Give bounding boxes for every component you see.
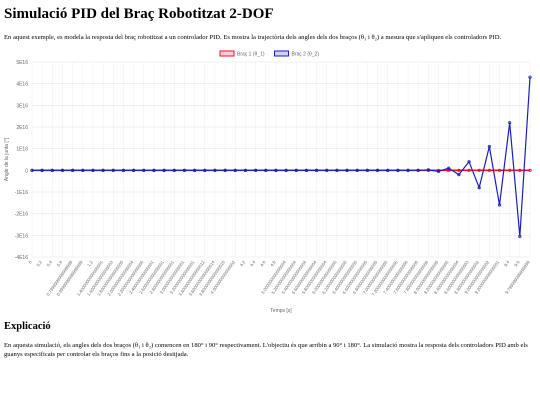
x-tick-label: 0.2 xyxy=(35,259,43,267)
data-point xyxy=(81,168,85,172)
intro-text: En aquest exemple, es modela la resposta… xyxy=(4,34,502,41)
data-point xyxy=(172,168,176,172)
series-line xyxy=(32,77,531,237)
data-point xyxy=(274,168,278,172)
data-point xyxy=(355,168,359,172)
data-point xyxy=(436,169,441,174)
data-point xyxy=(487,144,491,149)
y-tick-label: 0 xyxy=(25,168,28,174)
y-tick-label: -4E16 xyxy=(15,255,29,261)
data-point xyxy=(508,121,512,125)
data-point xyxy=(193,168,197,172)
data-point xyxy=(447,166,451,170)
data-point xyxy=(508,168,512,172)
x-tick-label: 9.6 xyxy=(513,259,521,267)
x-tick-label: 4.2 xyxy=(239,259,247,267)
data-point xyxy=(528,75,532,79)
chart: -4E16 -3E16 -2E16 -1E16 0 1E16 2E16 3E16 4E16 5E1… xyxy=(4,50,532,314)
x-tick-label: 9.4 xyxy=(503,259,511,267)
data-point xyxy=(71,168,75,172)
data-point xyxy=(142,168,146,172)
legend-label: Braç 1 (θ_1) xyxy=(237,52,265,58)
data-point xyxy=(213,168,217,172)
data-point xyxy=(335,168,339,172)
data-point xyxy=(457,168,461,172)
legend-label: Braç 2 (θ_2) xyxy=(292,52,320,58)
data-point xyxy=(243,168,248,172)
data-point xyxy=(386,168,390,172)
y-tick-label: -1E16 xyxy=(15,190,29,196)
y-tick-label: 5E16 xyxy=(16,60,28,66)
data-point xyxy=(40,168,44,172)
y-tick-label: -2E16 xyxy=(15,212,29,218)
data-point xyxy=(447,168,451,172)
data-point xyxy=(203,168,207,172)
legend-swatch xyxy=(219,50,235,57)
data-point xyxy=(406,168,410,172)
data-point xyxy=(132,168,136,172)
data-point xyxy=(497,168,502,172)
legend-swatch xyxy=(274,50,290,57)
x-tick-label: 0.4 xyxy=(46,259,54,267)
x-tick-label: 0.6 xyxy=(56,259,64,267)
data-point xyxy=(182,168,187,172)
data-point xyxy=(528,168,532,172)
data-point xyxy=(304,168,309,172)
x-axis-title: Temps [s] xyxy=(270,308,292,314)
section-title: Explicació xyxy=(4,321,51,332)
data-point xyxy=(294,168,298,172)
page-title: Simulació PID del Braç Robotitzat 2-DOF xyxy=(4,6,274,22)
y-tick-label: 4E16 xyxy=(16,82,28,88)
data-point xyxy=(426,168,430,172)
data-point xyxy=(253,168,258,172)
data-point xyxy=(50,168,54,172)
x-tick-label: 1.2 xyxy=(86,259,94,267)
data-point xyxy=(365,168,369,172)
y-tick-label: 2E16 xyxy=(16,125,28,131)
y-tick-label: 1E16 xyxy=(16,147,28,153)
data-point xyxy=(497,203,502,207)
data-point xyxy=(233,168,237,172)
data-point xyxy=(396,168,400,172)
data-point xyxy=(457,173,461,177)
data-point xyxy=(375,168,380,172)
data-point xyxy=(101,168,105,172)
data-point xyxy=(345,168,349,172)
explanation-text: En aquesta simulació, els angles dels do… xyxy=(4,342,528,358)
data-point xyxy=(477,186,481,190)
data-point xyxy=(477,168,481,172)
x-tick-label: 4.8 xyxy=(269,259,277,267)
data-point xyxy=(284,168,288,172)
x-tick-label: 4.4 xyxy=(249,259,257,267)
data-point xyxy=(518,234,522,239)
data-point xyxy=(111,168,115,172)
y-tick-label: -3E16 xyxy=(15,233,29,239)
data-point xyxy=(416,168,420,172)
data-point xyxy=(152,168,156,172)
data-point xyxy=(467,160,471,164)
data-point xyxy=(30,168,34,172)
data-point xyxy=(223,168,227,172)
data-point xyxy=(91,168,95,172)
y-axis-title: Angle de la junta [°] xyxy=(4,137,10,181)
data-point xyxy=(60,168,65,172)
data-point xyxy=(264,168,268,172)
data-point xyxy=(487,168,491,172)
x-tick-label: 0 xyxy=(27,259,33,264)
data-point xyxy=(325,168,329,172)
y-tick-label: 3E16 xyxy=(16,103,28,109)
data-point xyxy=(121,168,126,172)
x-tick-label: 4.6 xyxy=(259,259,267,267)
data-point xyxy=(518,168,522,172)
data-point xyxy=(162,168,166,172)
data-point xyxy=(467,168,471,172)
data-point xyxy=(314,168,319,172)
